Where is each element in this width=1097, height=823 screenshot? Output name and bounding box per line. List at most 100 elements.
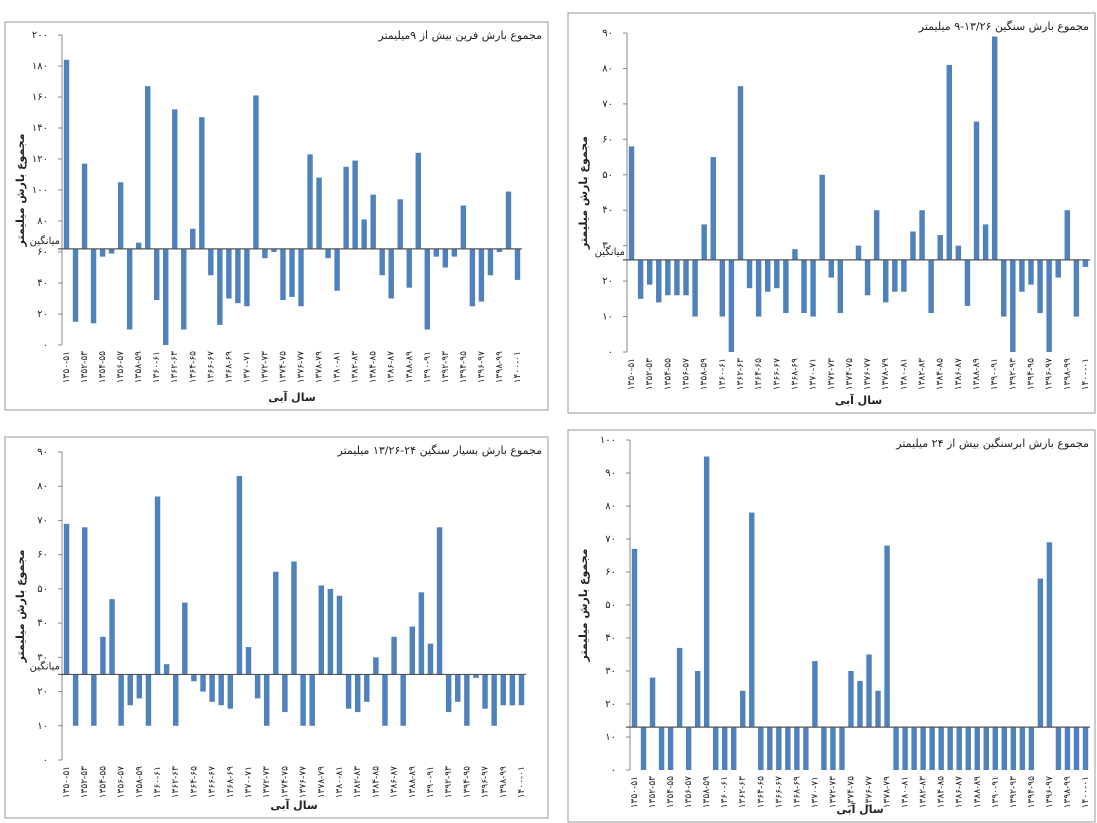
x-tick-label: ۱۳۷۴-۷۵ <box>845 358 855 390</box>
x-tick-label: ۱۳۸۶-۸۷ <box>390 766 400 798</box>
bar <box>354 674 361 713</box>
x-tick-label: ۱۳۹۴-۹۵ <box>462 766 472 798</box>
bar <box>946 64 953 260</box>
x-tick-label: ۱۳۸۸-۸۹ <box>972 358 982 390</box>
x-tick-label: ۱۳۵۴-۵۵ <box>98 351 108 383</box>
bar <box>873 210 880 260</box>
x-tick-label: ۱۳۷۲-۷۳ <box>828 776 838 808</box>
bar <box>866 654 872 728</box>
bar <box>982 224 989 260</box>
bar <box>1082 259 1089 267</box>
y-tick-label: ۱۲۰ <box>32 154 48 165</box>
bar <box>415 152 421 249</box>
x-tick-label: ۱۳۵۰-۵۱ <box>62 766 72 798</box>
y-tick-label: ۹۰ <box>602 28 613 39</box>
bar <box>631 548 638 728</box>
bar <box>1028 727 1035 770</box>
x-tick-label: ۱۳۸۲-۸۳ <box>919 776 929 808</box>
bar <box>209 674 215 702</box>
y-tick-label: ۲۰ <box>605 699 616 710</box>
bar <box>964 259 971 306</box>
x-tick-label: ۱۳۵۶-۵۷ <box>682 358 692 390</box>
x-tick-label: ۱۳۶۲-۶۳ <box>738 776 748 808</box>
bar <box>370 194 376 249</box>
bar <box>991 36 998 260</box>
bar <box>983 727 989 770</box>
bar <box>785 727 791 770</box>
y-tick-label: ۲۰ <box>602 276 613 287</box>
y-tick-label: ۴۰ <box>37 618 48 629</box>
x-tick-label: ۱۳۷۶-۷۷ <box>299 766 309 798</box>
bar <box>487 248 494 276</box>
x-tick-label: ۱۳۷۴-۷۵ <box>846 776 856 808</box>
x-tick-label: ۱۳۸۰-۸۱ <box>335 766 345 798</box>
bar <box>1001 259 1007 317</box>
x-tick-label: ۱۳۷۶-۷۷ <box>297 351 307 383</box>
x-tick-label: ۱۳۸۲-۸۳ <box>351 351 361 383</box>
y-tick-label: ۱۶۰ <box>32 92 48 103</box>
bar <box>676 647 683 728</box>
bar <box>500 674 506 706</box>
x-tick-label: ۱۳۶۶-۶۷ <box>208 766 218 798</box>
x-tick-label: ۱۳۶۲-۶۳ <box>736 358 746 390</box>
x-tick-label: ۱۳۹۶-۹۷ <box>1045 358 1055 390</box>
x-tick-label: ۱۳۹۸-۹۹ <box>495 351 505 383</box>
y-tick-label: ۸۰ <box>37 481 48 492</box>
bar <box>388 248 394 299</box>
x-tick-label: ۱۳۹۰-۹۱ <box>990 358 1000 390</box>
x-tick-label: ۱۳۹۲-۹۳ <box>1008 358 1018 390</box>
bar <box>646 259 653 285</box>
title: مجموع بارش ابرسنگین بیش از ۲۴ میلیمتر <box>895 437 1089 450</box>
bar <box>117 182 124 249</box>
x-tick-label: ۱۳۷۸-۷۹ <box>881 358 891 390</box>
x-tick-label: ۱۳۸۴-۸۵ <box>937 776 947 808</box>
bar <box>397 199 403 249</box>
bar <box>262 248 268 259</box>
bar <box>919 210 925 260</box>
x-tick-label: ۱۳۶۰-۶۱ <box>720 776 730 808</box>
bar <box>127 674 133 706</box>
bar <box>460 205 467 249</box>
bar <box>445 674 452 713</box>
bar <box>803 727 809 770</box>
x-tick-label: ۱۳۵۸-۵۹ <box>700 358 710 390</box>
y-tick-label: ۰ <box>608 347 613 358</box>
x-tick-label: ۱۴۰۰-۰۱ <box>1081 776 1091 808</box>
y-tick-label: ۸۰ <box>37 216 48 227</box>
bar <box>1073 259 1080 317</box>
bar <box>325 248 331 259</box>
y-axis-title: مجموع بارش میلیمتر <box>577 136 590 250</box>
x-tick-label: ۱۳۸۴-۸۵ <box>369 351 379 383</box>
bar <box>244 248 250 307</box>
bar <box>427 643 434 675</box>
panel-frame <box>567 429 1096 823</box>
bar <box>1046 259 1052 352</box>
bar <box>746 259 753 289</box>
bar <box>740 690 746 728</box>
x-tick-label: ۱۳۷۴-۷۵ <box>280 766 290 798</box>
y-tick-label: ۰ <box>43 340 48 351</box>
y-tick-label: ۲۰ <box>37 309 48 320</box>
bar <box>336 595 343 675</box>
mean-label: میانگین <box>30 660 60 672</box>
bar <box>965 727 971 770</box>
panel-frame <box>567 12 1096 414</box>
bar <box>758 727 764 770</box>
x-tick-label: ۱۳۹۶-۹۷ <box>477 351 487 383</box>
x-tick-label: ۱۳۷۲-۷۳ <box>260 351 270 383</box>
x-tick-label: ۱۳۶۴-۶۵ <box>756 776 766 808</box>
x-tick-label: ۱۳۵۶-۵۷ <box>684 776 694 808</box>
y-tick-label: ۷۰ <box>37 515 48 526</box>
bar <box>973 121 980 260</box>
bar <box>830 727 836 770</box>
bar <box>208 248 214 276</box>
bar <box>172 109 178 249</box>
x-tick-label: ۱۳۶۶-۶۷ <box>206 351 216 383</box>
bar <box>334 248 340 291</box>
y-tick-label: ۵۰ <box>602 170 613 181</box>
x-tick-label: ۱۳۵۰-۵۱ <box>630 776 640 808</box>
y-tick-label: ۱۸۰ <box>32 61 48 72</box>
bar <box>883 259 889 303</box>
bar <box>135 242 142 249</box>
bar <box>245 647 252 675</box>
